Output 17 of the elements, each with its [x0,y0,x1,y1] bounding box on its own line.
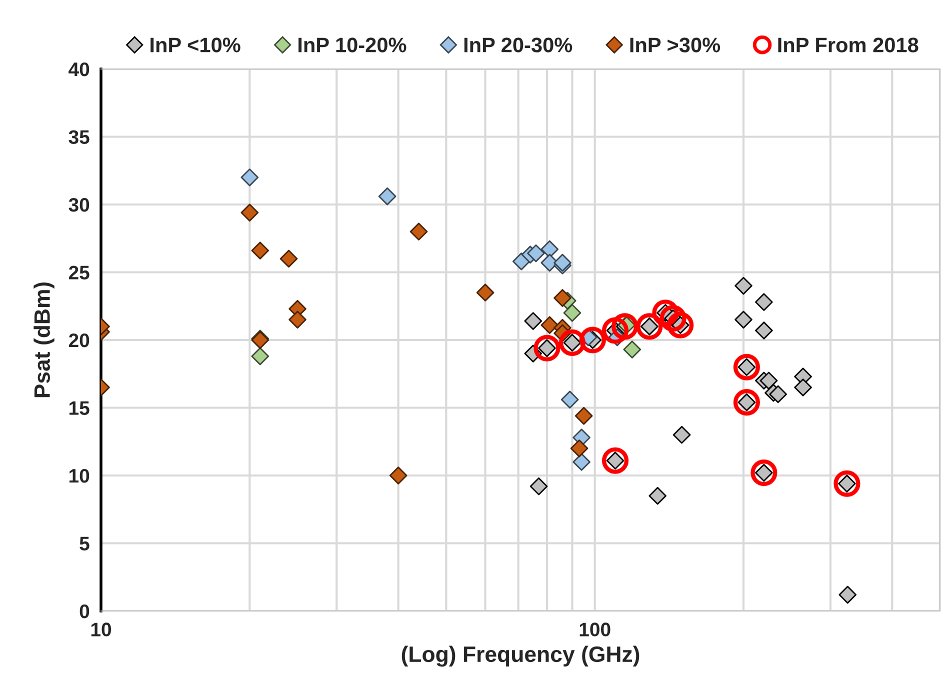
legend-label: InP 20-30% [464,38,572,52]
legend-label: InP From 2018 [778,38,918,52]
y-axis-title: Psat (dBm) [34,282,54,398]
y-tick-label: 0 [80,604,90,618]
y-tick-label: 10 [69,468,90,483]
y-tick-label: 30 [68,198,90,212]
y-tick-label: 15 [69,401,90,415]
y-tick-label: 40 [68,62,90,76]
y-tick-label: 25 [68,266,90,280]
legend-label: InP >30% [630,38,720,52]
x-tick-label: 100 [580,622,610,636]
y-tick-label: 35 [68,130,90,144]
x-axis-title: (Log) Frequency (GHz) [402,646,640,667]
legend-label: InP <10% [150,38,240,52]
legend-label: InP 10-20% [298,38,406,52]
y-tick-label: 5 [80,536,90,550]
y-tick-label: 20 [68,333,90,348]
